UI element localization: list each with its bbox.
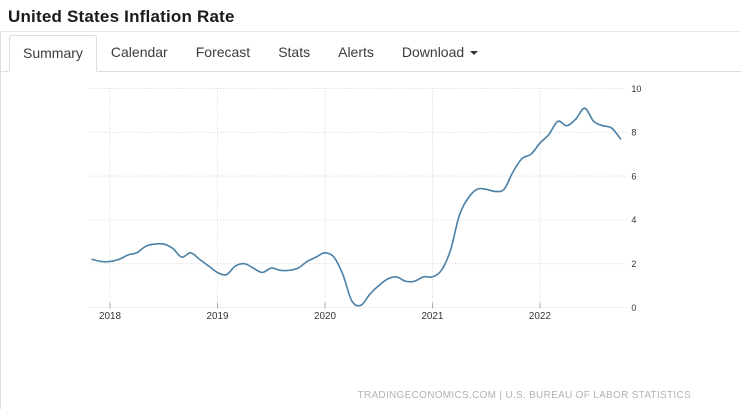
svg-text:2021: 2021 <box>421 311 443 322</box>
tab-calendar-label: Calendar <box>110 44 168 60</box>
svg-text:2022: 2022 <box>529 311 551 322</box>
svg-text:10: 10 <box>631 84 641 94</box>
inflation-line-chart[interactable]: 0 2 4 6 8 10 2018 2019 2020 2021 2022 <box>1 72 741 408</box>
tab-alerts-label: Alerts <box>338 44 374 60</box>
chevron-down-icon <box>470 51 479 55</box>
tab-stats-label: Stats <box>278 44 311 60</box>
tab-forecast[interactable]: Forecast <box>182 34 264 71</box>
attribution: TRADINGECONOMICS.COM | U.S. BUREAU OF LA… <box>357 390 691 401</box>
svg-text:2019: 2019 <box>207 311 229 322</box>
svg-text:8: 8 <box>631 128 636 138</box>
svg-text:0: 0 <box>631 303 636 313</box>
widget-body: Summary Calendar Forecast Stats Alerts D… <box>0 32 741 409</box>
tab-summary[interactable]: Summary <box>9 35 97 72</box>
svg-text:4: 4 <box>631 215 636 225</box>
tab-alerts[interactable]: Alerts <box>324 34 388 71</box>
tab-stats[interactable]: Stats <box>264 34 324 71</box>
chart-area: 0 2 4 6 8 10 2018 2019 2020 2021 2022 TRADINGECONO… <box>1 72 741 408</box>
tab-forecast-label: Forecast <box>195 44 251 60</box>
svg-text:2020: 2020 <box>314 311 336 322</box>
svg-text:2: 2 <box>631 259 636 269</box>
tab-bar: Summary Calendar Forecast Stats Alerts D… <box>1 32 741 72</box>
svg-text:2018: 2018 <box>99 311 121 322</box>
tab-download[interactable]: Download <box>388 34 492 71</box>
page-title: United States Inflation Rate <box>8 7 235 26</box>
tab-summary-label: Summary <box>23 45 83 61</box>
tab-download-label: Download <box>401 44 465 60</box>
svg-text:6: 6 <box>631 171 636 181</box>
title-bar: United States Inflation Rate <box>0 0 741 32</box>
tab-calendar[interactable]: Calendar <box>97 34 182 71</box>
